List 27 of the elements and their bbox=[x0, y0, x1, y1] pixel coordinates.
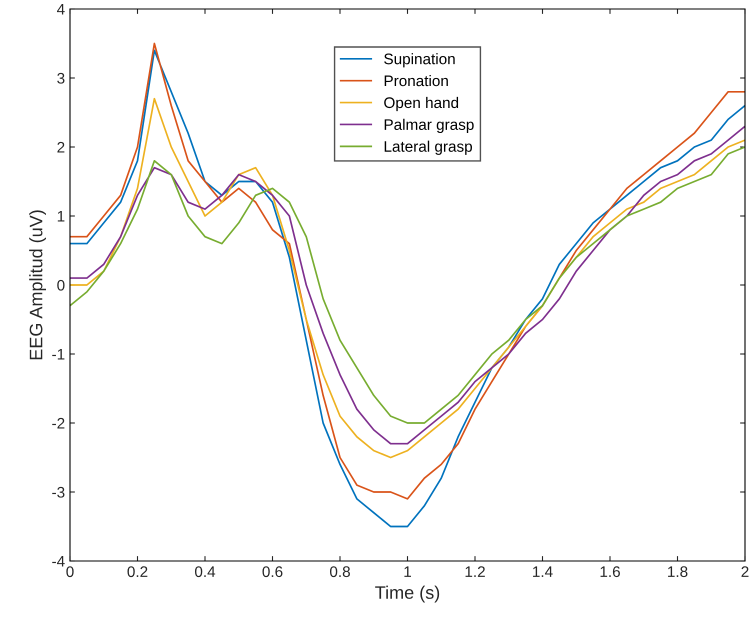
legend-label: Palmar grasp bbox=[384, 118, 474, 133]
y-tick-label: 3 bbox=[57, 72, 64, 84]
y-tick-label: -1 bbox=[52, 349, 64, 360]
y-tick-label: 1 bbox=[58, 211, 64, 222]
y-tick-label: 0 bbox=[57, 280, 65, 291]
x-tick-label: 1.6 bbox=[600, 566, 620, 578]
legend-label: Lateral grasp bbox=[384, 140, 472, 155]
y-tick-label: 2 bbox=[57, 142, 64, 153]
x-tick-label: 0.6 bbox=[262, 566, 282, 578]
y-tick-label: -3 bbox=[52, 486, 64, 498]
x-tick-label: 0.8 bbox=[330, 566, 350, 578]
y-tick-label: 4 bbox=[56, 4, 65, 15]
x-tick-label: 1.2 bbox=[466, 566, 485, 577]
x-tick-label: 1.8 bbox=[668, 566, 688, 578]
y-tick-label: -4 bbox=[52, 556, 65, 567]
y-tick-label: -2 bbox=[52, 418, 64, 429]
y-axis-title: EEG Amplitud (uV) bbox=[29, 210, 46, 360]
x-tick-label: 2 bbox=[742, 566, 748, 577]
x-axis-title: Time (s) bbox=[375, 586, 440, 602]
legend-label: Pronation bbox=[384, 74, 448, 86]
x-tick-label: 1 bbox=[404, 566, 412, 577]
x-tick-label: 0 bbox=[66, 566, 74, 578]
legend-label: Open hand bbox=[384, 96, 458, 112]
legend-label: Supination bbox=[384, 53, 455, 68]
x-tick-label: 1.4 bbox=[533, 566, 553, 577]
x-tick-label: 0.4 bbox=[194, 566, 216, 578]
x-tick-label: 0.2 bbox=[127, 566, 148, 578]
